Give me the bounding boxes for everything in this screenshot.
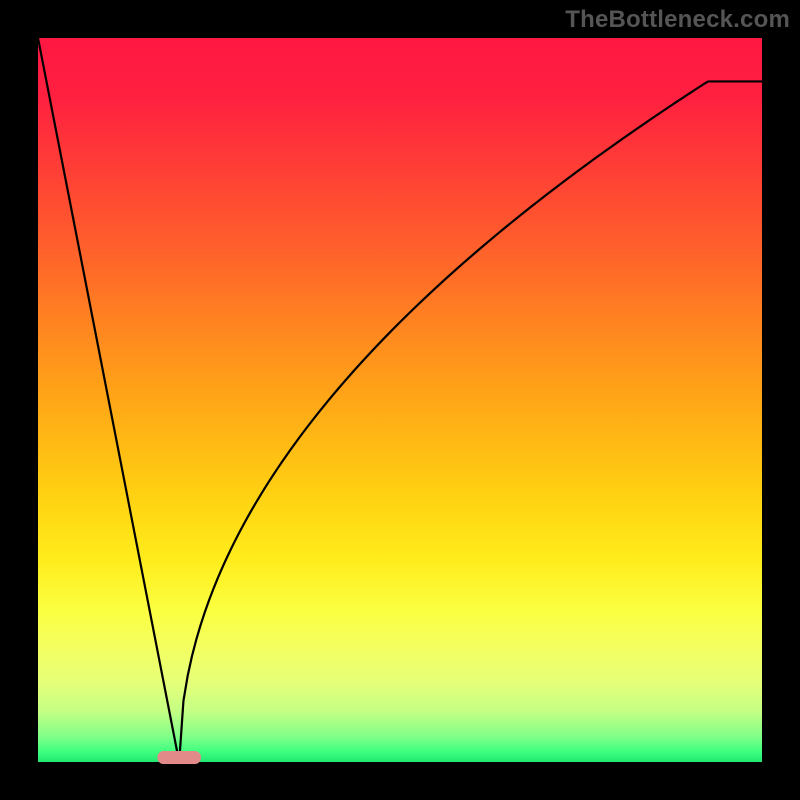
watermark-text: TheBottleneck.com bbox=[565, 6, 790, 34]
plot-background-gradient bbox=[38, 38, 762, 762]
bottleneck-curve-chart bbox=[0, 0, 800, 800]
optimal-zone-marker bbox=[157, 751, 200, 764]
chart-container: TheBottleneck.com bbox=[0, 0, 800, 800]
